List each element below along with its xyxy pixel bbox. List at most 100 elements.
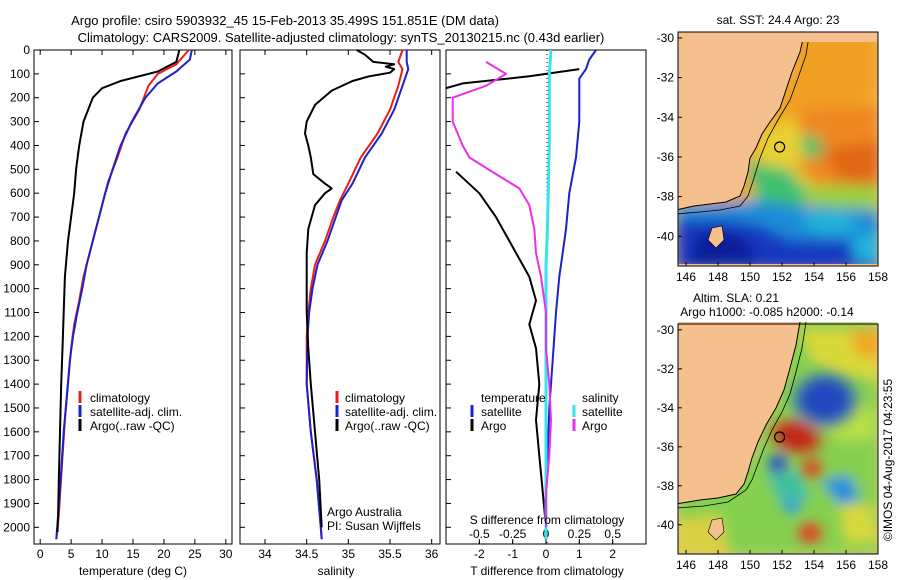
y-tick-label: 800 — [10, 234, 30, 248]
top-x-tick-label: 0.25 — [568, 527, 592, 541]
lat-tick-label: -32 — [657, 71, 675, 85]
sst-coastline — [678, 42, 803, 211]
y-tick-label: 700 — [10, 210, 30, 224]
temperature-frame — [33, 49, 233, 545]
lon-tick-label: 158 — [868, 270, 888, 284]
legend-label-satellite: satellite-adj. clim. — [90, 405, 182, 419]
salinity-xlabel: salinity — [318, 564, 355, 578]
lon-tick-label: 154 — [804, 270, 824, 284]
y-tick-label: 1300 — [3, 353, 30, 367]
difference-xlabel-top: S difference from climatology — [470, 513, 625, 527]
temperature-series — [55, 49, 193, 540]
legend-label-s-satellite: satellite — [582, 405, 623, 419]
y-tick-label: 1900 — [3, 496, 30, 510]
lon-tick-label: 146 — [676, 270, 696, 284]
y-tick-label: 400 — [10, 138, 30, 152]
lat-tick-label: -30 — [657, 31, 675, 45]
sst-land-mask — [678, 42, 803, 210]
legend-header-salinity: salinity — [582, 391, 619, 405]
y-tick-label: 300 — [10, 115, 30, 129]
difference-xlabel: T difference from climatology — [470, 564, 624, 578]
difference-legend: temperature satellite Argo salinity sate… — [470, 391, 623, 433]
sst-map: sat. SST: 24.4 Argo: 23 — [657, 13, 889, 284]
sla-argo-marker — [773, 431, 786, 443]
series-line-satellite-adj-clim- — [305, 50, 410, 540]
legend-label-climatology: climatology — [90, 391, 150, 405]
legend-label-argo: Argo(..raw -QC) — [345, 419, 430, 433]
lon-tick-label: 150 — [740, 270, 760, 284]
sla-map-frame — [677, 323, 879, 555]
lat-tick-label: -36 — [657, 440, 675, 454]
salinity-annotation-1: Argo Australia — [327, 505, 402, 519]
sla-field — [678, 322, 878, 554]
sst-lat-axis: -30 -32 -34 -36 -38 -40 — [657, 31, 682, 243]
sst-field — [678, 42, 878, 264]
lon-tick-label: 146 — [676, 558, 696, 572]
sla-map-subtitle: Argo h1000: -0.085 h2000: -0.14 — [680, 305, 854, 319]
x-tick-label: 34.5 — [295, 547, 319, 561]
imos-credit: ©IMOS 04-Aug-2017 04:23:55 — [881, 379, 895, 542]
legend-label-t-satellite: satellite — [481, 405, 522, 419]
y-tick-label: 1400 — [3, 377, 30, 391]
lon-tick-label: 158 — [868, 558, 888, 572]
y-tick-label: 1500 — [3, 401, 30, 415]
y-tick-label: 1000 — [3, 282, 30, 296]
sla-island — [707, 517, 725, 541]
x-tick-label: -1 — [507, 547, 518, 561]
x-tick-label: 0 — [37, 547, 44, 561]
sst-argo-marker — [773, 141, 786, 153]
top-x-tick-label: -0.25 — [499, 527, 527, 541]
title-line-2: Climatology: CARS2009. Satellite-adjuste… — [78, 30, 605, 45]
y-tick-label: 200 — [10, 91, 30, 105]
y-tick-label: 1700 — [3, 449, 30, 463]
salinity-panel: 34 34.5 35 35.5 36 climatology satellite-adj… — [239, 49, 441, 578]
legend-label-t-argo: Argo — [481, 419, 507, 433]
y-tick-label: 100 — [10, 67, 30, 81]
y-tick-label: 0 — [23, 43, 30, 57]
depth-axis: 0 100 200 300 400 500 600 700 800 900 1000 1100 1200… — [3, 43, 39, 534]
x-tick-label: 36 — [425, 547, 439, 561]
lat-tick-label: -40 — [657, 229, 675, 243]
salinity-series — [304, 49, 410, 540]
lat-tick-label: -30 — [657, 323, 675, 337]
x-tick-label: 35.5 — [378, 547, 402, 561]
legend-label-satellite: satellite-adj. clim. — [345, 405, 437, 419]
lat-tick-label: -34 — [657, 401, 675, 415]
x-tick-label: 2 — [609, 547, 616, 561]
lat-tick-label: -34 — [657, 110, 675, 124]
sla-map: Altim. SLA: 0.21 Argo h1000: -0.085 h200… — [657, 291, 889, 572]
y-tick-label: 1100 — [4, 306, 30, 320]
lon-tick-label: 152 — [772, 270, 792, 284]
x-tick-label: 25 — [188, 547, 202, 561]
y-tick-label: 2000 — [3, 520, 30, 534]
x-tick-label: 10 — [95, 547, 109, 561]
top-x-tick-label: -0.5 — [469, 527, 490, 541]
lat-tick-label: -36 — [657, 150, 675, 164]
sla-map-title: Altim. SLA: 0.21 — [693, 291, 779, 305]
legend-label-s-argo: Argo — [582, 419, 608, 433]
lat-tick-label: -38 — [657, 190, 675, 204]
sla-land-mask — [678, 322, 800, 504]
sla-shelf-contour — [678, 322, 807, 509]
temperature-panel: 0100200300400500600700800900100011001200… — [3, 43, 233, 578]
sst-map-frame — [677, 31, 879, 267]
difference-panel: -2 -1 0 1 2-0.5 -0.25 0 0.25 0.5 temperature sat… — [445, 49, 647, 578]
sst-island — [707, 225, 725, 249]
lon-tick-label: 150 — [740, 558, 760, 572]
sla-lat-axis: -30 -32 -34 -36 -38 -40 — [657, 323, 682, 532]
y-tick-label: 900 — [10, 258, 30, 272]
sla-coastline — [678, 322, 801, 505]
series-line-salinity-argo — [451, 61, 552, 528]
x-tick-label: 20 — [157, 547, 171, 561]
top-x-tick-label: 0.5 — [604, 527, 621, 541]
temperature-legend: climatology satellite-adj. clim. Argo(..… — [78, 391, 182, 433]
legend-label-climatology: climatology — [345, 391, 405, 405]
salinity-legend: climatology satellite-adj. clim. Argo(..… — [335, 391, 437, 433]
sla-lon-axis: 146 148 150 152 154 156 158 — [676, 550, 888, 572]
salinity-x-axis: 34 34.5 35 35.5 36 — [240, 49, 439, 561]
series-line-temperature-satellite — [545, 50, 597, 540]
series-line-argo-raw-qc- — [56, 49, 181, 533]
salinity-annotation-2: PI: Susan Wijffels — [327, 519, 421, 533]
series-line-salinity-satellite — [544, 50, 553, 540]
x-tick-label: 34 — [258, 547, 272, 561]
